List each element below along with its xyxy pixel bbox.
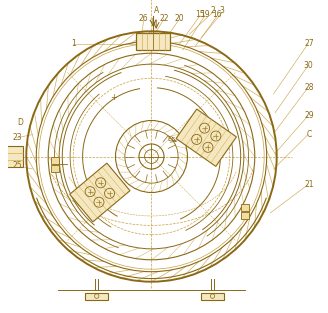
- Text: 28: 28: [305, 83, 314, 92]
- Text: D: D: [17, 118, 23, 126]
- Text: 19: 19: [200, 10, 210, 18]
- Text: 29: 29: [305, 111, 314, 120]
- Bar: [201, 293, 224, 300]
- Text: 3: 3: [219, 7, 224, 15]
- Text: $+$: $+$: [110, 92, 118, 102]
- Bar: [51, 165, 59, 172]
- Text: 20: 20: [175, 14, 184, 23]
- Bar: [136, 33, 170, 50]
- Bar: [241, 204, 249, 211]
- Polygon shape: [70, 163, 130, 222]
- Text: 27: 27: [305, 39, 314, 48]
- Text: 25: 25: [12, 162, 22, 170]
- Bar: [85, 293, 108, 300]
- Text: 30: 30: [303, 61, 313, 70]
- Text: C: C: [307, 130, 312, 139]
- Bar: [51, 157, 59, 164]
- Bar: [6, 146, 23, 167]
- Text: 22: 22: [159, 14, 169, 23]
- Polygon shape: [176, 109, 236, 167]
- Text: 15: 15: [195, 10, 205, 18]
- Text: 23: 23: [12, 133, 22, 142]
- Text: 16: 16: [213, 10, 222, 18]
- Bar: [241, 212, 249, 219]
- Text: 21: 21: [305, 180, 314, 189]
- Text: Ec: Ec: [168, 136, 176, 142]
- Text: 2: 2: [210, 7, 215, 15]
- Text: A: A: [154, 7, 159, 15]
- Text: 26: 26: [139, 14, 149, 23]
- Text: 1: 1: [71, 39, 76, 48]
